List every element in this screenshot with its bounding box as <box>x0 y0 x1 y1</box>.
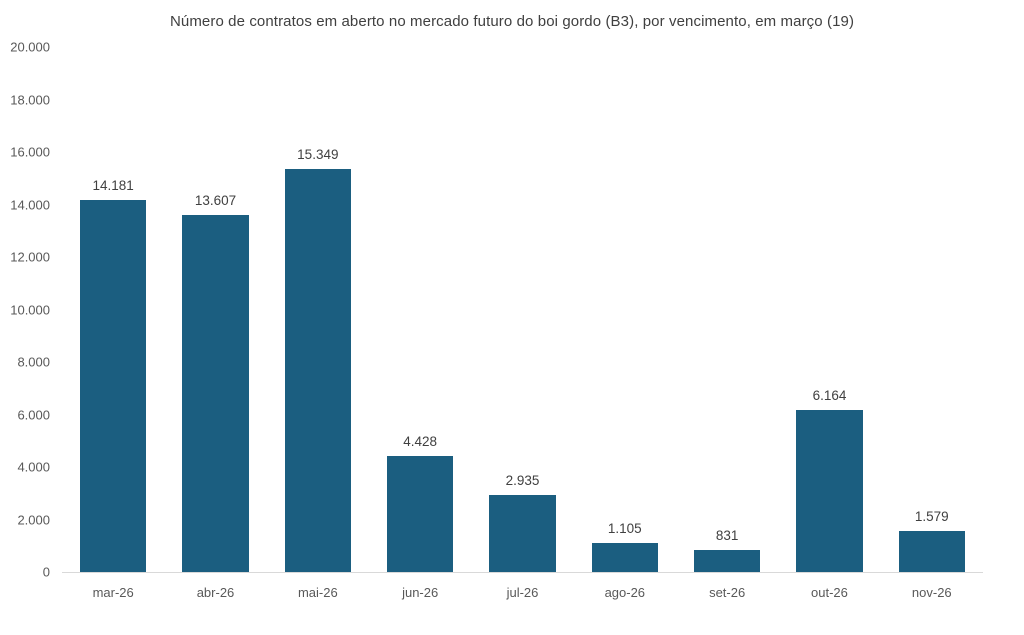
bar-data-label: 13.607 <box>194 192 237 208</box>
y-axis-tick-label: 0 <box>42 564 50 580</box>
bar-data-label: 1.105 <box>607 521 642 536</box>
bar <box>182 214 249 572</box>
x-axis-tick-label: mar-26 <box>92 585 134 600</box>
bar-data-label: 2.935 <box>505 472 540 488</box>
bar <box>591 543 659 572</box>
bar <box>898 530 966 572</box>
y-axis-tick-label: 16.000 <box>10 144 50 160</box>
y-axis-tick-label: 20.000 <box>10 39 50 55</box>
y-axis-tick-label: 8.000 <box>17 354 50 370</box>
bar <box>284 169 352 572</box>
y-axis-tick-label: 2.000 <box>17 512 50 527</box>
bar <box>796 410 863 572</box>
bar-data-label: 15.349 <box>297 147 339 163</box>
bar-column: 4.428 jun-26 <box>369 47 471 600</box>
bar <box>79 199 147 572</box>
bar-series: 14.181 mar-26 13.607 abr-26 15.349 mai-26 4.42… <box>62 47 983 600</box>
bar-column: 1.105 ago-26 <box>574 47 676 600</box>
y-axis-tick-label: 10.000 <box>10 302 50 317</box>
x-axis-tick-label: jul-26 <box>506 585 539 600</box>
bar <box>693 550 761 572</box>
bar-data-label: 4.428 <box>403 433 438 449</box>
bar-column: 15.349 mai-26 <box>267 47 369 600</box>
bar-column: 1.579 nov-26 <box>881 47 983 600</box>
bar-column: 6.164 out-26 <box>778 47 880 600</box>
bar-data-label: 831 <box>715 528 739 544</box>
y-axis-tick-label: 18.000 <box>10 92 50 107</box>
bar-data-label: 6.164 <box>812 388 847 404</box>
x-axis-tick-label: nov-26 <box>911 585 952 600</box>
x-axis-tick-label: mai-26 <box>297 585 338 600</box>
x-axis-tick-label: set-26 <box>709 585 746 600</box>
bar-column: 13.607 abr-26 <box>164 47 266 600</box>
y-axis-tick-label: 4.000 <box>17 459 50 475</box>
x-axis-tick-label: abr-26 <box>196 585 235 600</box>
bar <box>386 455 454 572</box>
bar-column: 14.181 mar-26 <box>62 47 164 600</box>
bar-column: 2.935 jul-26 <box>471 47 573 600</box>
y-axis-tick-label: 6.000 <box>17 407 50 422</box>
bar <box>489 494 556 572</box>
x-axis-tick-label: ago-26 <box>604 585 646 600</box>
plot-area: 0 2.000 4.000 6.000 8.000 10.000 12.000 14.000 1… <box>10 40 983 600</box>
bar-data-label: 14.181 <box>92 177 134 193</box>
bar-data-label: 1.579 <box>914 508 949 524</box>
x-axis-tick-label: out-26 <box>811 585 848 600</box>
y-axis-tick-label: 12.000 <box>10 249 50 265</box>
bar-column: 831 set-26 <box>676 47 778 600</box>
chart-title: Número de contratos em aberto no mercado… <box>169 13 855 30</box>
x-axis-tick-label: jun-26 <box>402 585 439 600</box>
y-axis-tick-label: 14.000 <box>10 197 50 212</box>
